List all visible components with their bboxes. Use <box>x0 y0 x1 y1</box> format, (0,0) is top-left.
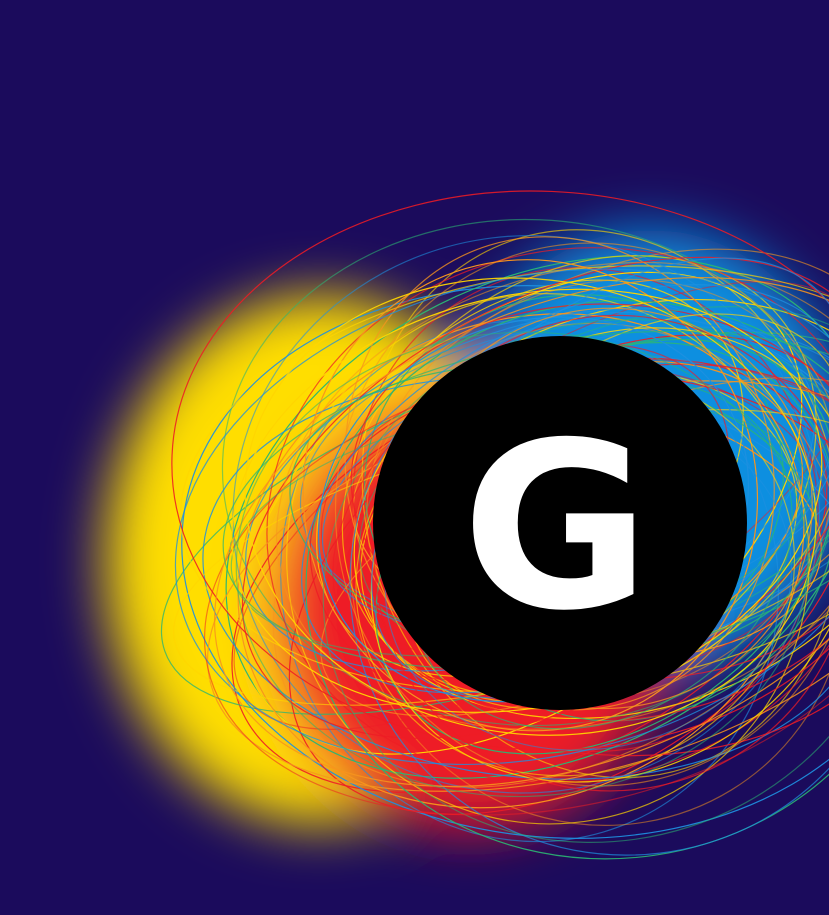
strand <box>235 331 809 798</box>
strand <box>237 313 805 809</box>
logo-circle <box>373 336 747 710</box>
strand <box>244 277 817 736</box>
strand <box>366 278 829 702</box>
strand <box>174 268 829 766</box>
strand <box>171 190 829 751</box>
strand <box>305 300 829 860</box>
strand <box>350 322 829 826</box>
strand <box>232 234 820 794</box>
strand <box>266 247 829 784</box>
logo-letter: G <box>462 395 651 662</box>
strand <box>213 276 829 787</box>
strand <box>344 236 775 711</box>
strand <box>334 242 829 787</box>
strand <box>349 311 829 856</box>
strand <box>322 318 829 843</box>
